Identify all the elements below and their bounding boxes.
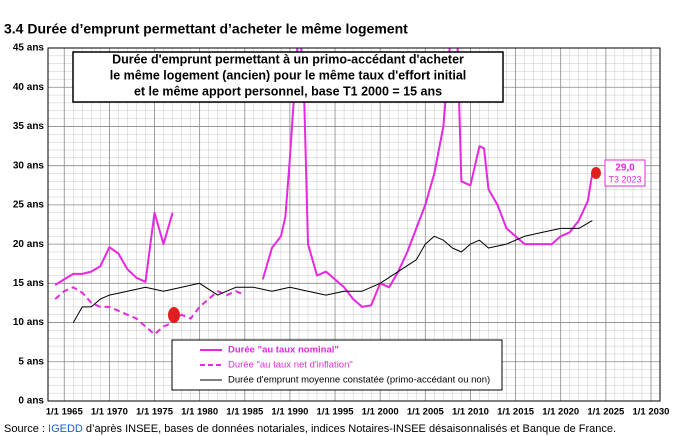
legend-label: Durée d'emprunt moyenne constatée (primo…: [228, 375, 490, 386]
annotation: 29,0: [615, 163, 635, 174]
x-tick-label: 1/1 1980: [181, 407, 218, 418]
source-rest: d’après INSEE, bases de données notarial…: [83, 423, 616, 435]
x-tick-label: 1/1 2030: [632, 407, 669, 418]
y-tick-label: 35 ans: [13, 121, 45, 132]
y-tick-label: 5 ans: [18, 356, 44, 367]
x-tick-label: 1/1 1975: [136, 407, 174, 418]
annotation: T3 2023: [608, 174, 641, 184]
y-tick-label: 20 ans: [13, 239, 45, 250]
x-tick-label: 1/1 2015: [497, 407, 535, 418]
source-link[interactable]: IGEDD: [48, 423, 83, 435]
annotation-box: [604, 159, 646, 187]
x-tick-label: 1/1 2005: [407, 407, 445, 418]
legend: [171, 339, 503, 391]
source-prefix: Source :: [4, 423, 48, 435]
x-tick-label: 1/1 1995: [317, 407, 355, 418]
x-tick-label: 1/1 1985: [226, 407, 264, 418]
legend-label: Durée "au taux net d'inflation": [228, 360, 353, 371]
y-tick-label: 15 ans: [13, 278, 45, 289]
series-line: [72, 220, 593, 323]
plot-frame: [47, 47, 661, 402]
highlight-dot: [168, 307, 180, 323]
y-tick-label: 25 ans: [13, 200, 45, 211]
box-line: Durée d'emprunt permettant à un primo-ac…: [112, 52, 464, 66]
legend-label: Durée "au taux nominal": [228, 345, 339, 356]
y-tick-label: 30 ans: [13, 160, 45, 171]
chart-title: 3.4 Durée d’emprunt permettant d’acheter…: [4, 21, 408, 37]
y-tick-label: 0 ans: [18, 396, 44, 407]
x-tick-label: 1/1 1990: [271, 407, 308, 418]
y-tick-label: 45 ans: [13, 43, 45, 54]
source: Source : IGEDD d’après INSEE, bases de d…: [4, 423, 616, 435]
y-tick-label: 40 ans: [13, 82, 45, 93]
box-line: le même logement (ancien) pour le même t…: [110, 68, 467, 82]
highlight-dot: [591, 167, 601, 179]
x-tick-label: 1/1 2020: [542, 407, 579, 418]
box-line: et le même apport personnel, base T1 200…: [134, 84, 442, 98]
y-tick-label: 10 ans: [13, 317, 45, 328]
x-tick-label: 1/1 1965: [46, 407, 84, 418]
series-line: [54, 48, 594, 308]
x-tick-label: 1/1 2025: [587, 407, 625, 418]
x-tick-label: 1/1 1970: [91, 407, 128, 418]
x-tick-label: 1/1 2010: [452, 407, 489, 418]
description-box: [72, 51, 504, 103]
series-line: [54, 286, 246, 336]
x-tick-label: 1/1 2000: [362, 407, 399, 418]
